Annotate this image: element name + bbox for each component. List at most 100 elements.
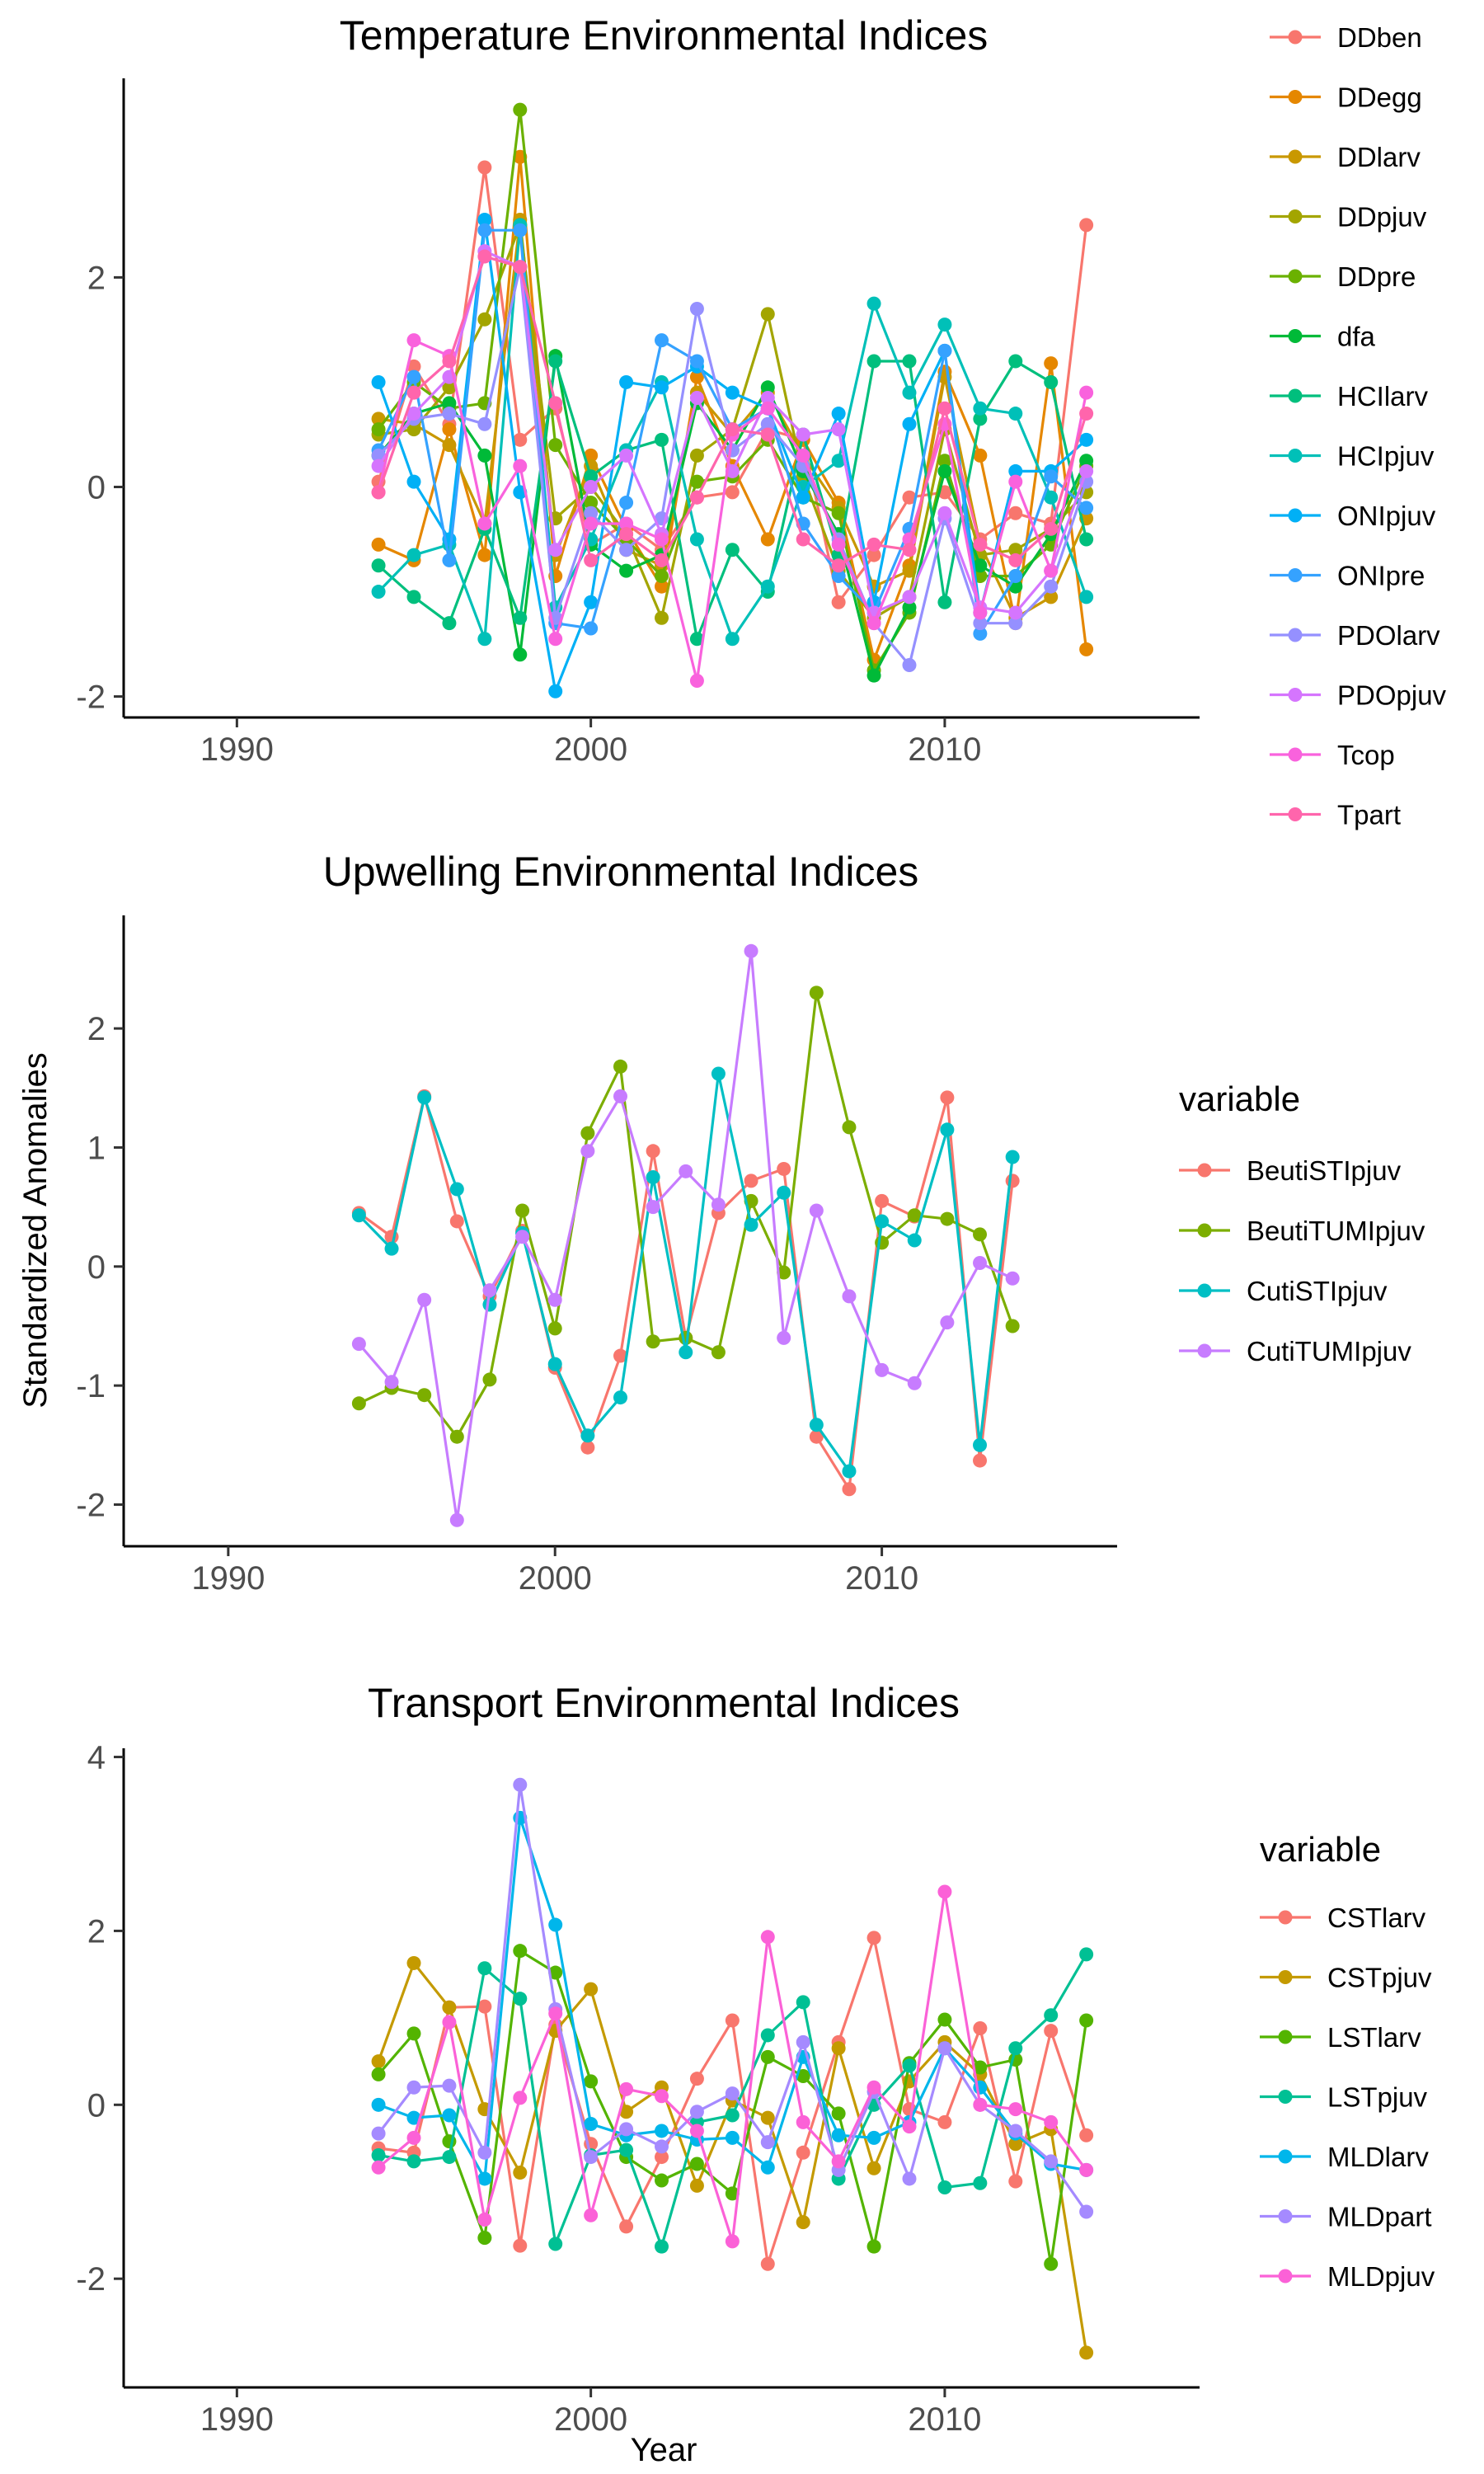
data-point-hcilarv (937, 595, 952, 609)
data-point-cutistipjuv (646, 1170, 660, 1185)
transport-y-tick-label: 0 (87, 2087, 106, 2124)
legend-label-ddben: DDben (1337, 22, 1422, 53)
shared-x-axis-title: Year (631, 2432, 697, 2468)
data-point-dfa (619, 563, 634, 578)
legend-label-ddlarv: DDlarv (1337, 142, 1421, 172)
data-point-pdopjuv (584, 479, 599, 494)
data-point-dfa (442, 396, 457, 411)
data-point-ddben (902, 490, 917, 505)
data-point-onipre (689, 354, 704, 369)
data-point-ddben (477, 160, 492, 175)
transport-y-tick-label: 2 (87, 1913, 106, 1950)
data-point-cutitumipjuv (1005, 1271, 1020, 1286)
data-point-ddpjuv (760, 307, 775, 322)
data-point-onipre (584, 621, 599, 636)
series-line-cutistipjuv (358, 1072, 1014, 1473)
data-point-mldpart (655, 2139, 669, 2154)
data-point-hcilarv (725, 543, 740, 557)
data-point-lstpjuv (371, 2147, 386, 2162)
data-point-pdolarv (477, 416, 492, 431)
data-point-mldpjuv (619, 2081, 634, 2096)
data-point-ddben (1079, 218, 1094, 233)
data-point-mldpjuv (371, 2160, 386, 2175)
temperature-panel-title: Temperature Environmental Indices (340, 12, 989, 59)
data-point-hcipjuv (689, 532, 704, 547)
data-point-tpart (1079, 407, 1094, 421)
data-point-tcop (831, 537, 846, 552)
data-point-cutitumipjuv (417, 1292, 432, 1307)
data-point-tpart (442, 354, 457, 369)
data-point-beutitumipjuv (646, 1334, 660, 1349)
transport-panel: Transport Environmental Indices variable… (76, 1680, 1435, 2438)
data-point-lstpjuv (760, 2028, 775, 2043)
data-point-onipjuv (406, 474, 421, 489)
data-point-lstlarv (513, 1944, 528, 1959)
data-point-onipjuv (548, 684, 563, 698)
data-point-beutistipjuv (940, 1090, 955, 1105)
data-point-ddpre (831, 506, 846, 520)
data-point-pdolarv (1044, 579, 1059, 594)
temperature-panel: Temperature Environmental Indices -2 0 2 19… (76, 12, 1446, 830)
data-point-cutistipjuv (744, 1217, 758, 1232)
data-point-hcilarv (548, 354, 563, 369)
data-point-mldlarv (406, 2110, 421, 2125)
data-point-mldpart (725, 2086, 740, 2101)
data-point-mldpart (937, 2041, 952, 2056)
data-point-mldpjuv (937, 1884, 952, 1899)
data-point-cutitumipjuv (679, 1164, 693, 1178)
data-point-pdopjuv (548, 543, 563, 557)
data-point-cstlarv (796, 2145, 810, 2160)
data-point-mldpjuv (902, 2119, 917, 2134)
data-point-lstpjuv (973, 2175, 988, 2190)
data-point-ddben (725, 485, 740, 500)
data-point-beutistipjuv (613, 1348, 627, 1363)
data-point-onipre (1044, 469, 1059, 484)
data-point-mldpjuv (973, 2097, 988, 2112)
data-point-ddpre (548, 438, 563, 453)
data-point-onipre (937, 343, 952, 358)
data-point-beutistipjuv (973, 1453, 988, 1468)
data-point-dfa (1079, 454, 1094, 468)
data-point-mldpjuv (831, 2154, 846, 2169)
data-point-cstlarv (937, 2114, 952, 2129)
data-point-beutitumipjuv (580, 1126, 595, 1141)
data-point-ddpre (655, 568, 669, 583)
data-point-ddegg (689, 369, 704, 384)
data-point-ddlarv (371, 412, 386, 426)
legend-key-point-pdopjuv (1288, 688, 1303, 702)
data-point-cutistipjuv (417, 1090, 432, 1105)
temperature-y-tick-label: -2 (76, 680, 106, 716)
data-point-cutistipjuv (940, 1122, 955, 1137)
data-point-lstpjuv (1079, 1947, 1094, 1962)
data-point-pdolarv (725, 443, 740, 458)
data-point-mldpart (1008, 2124, 1023, 2138)
data-point-lstpjuv (548, 2236, 563, 2251)
data-point-cutitumipjuv (744, 943, 758, 958)
data-point-hcipjuv (866, 296, 881, 311)
data-point-beutitumipjuv (907, 1208, 922, 1223)
data-point-hcilarv (442, 616, 457, 631)
data-point-mldpjuv (796, 2114, 810, 2129)
upwelling-x-tick-label: 2010 (845, 1560, 918, 1597)
data-point-lstpjuv (1008, 2041, 1023, 2056)
legend-key-point-tcop (1288, 747, 1303, 762)
legend-key-point-beutitumipjuv (1197, 1223, 1212, 1238)
data-point-pdolarv (760, 416, 775, 431)
legend-key-point-pdolarv (1288, 628, 1303, 642)
data-point-pdolarv (442, 407, 457, 421)
data-point-lstlarv (655, 2173, 669, 2188)
legend-key-point-mldpjuv (1278, 2269, 1293, 2284)
data-point-cstlarv (1008, 2174, 1023, 2189)
data-point-ddben (866, 548, 881, 562)
data-point-mldlarv (831, 2128, 846, 2142)
data-point-tcop (689, 674, 704, 689)
data-point-onipjuv (831, 407, 846, 421)
data-point-pdopjuv (831, 422, 846, 437)
legend-key-point-ddben (1288, 30, 1303, 45)
data-point-lstpjuv (442, 2150, 457, 2165)
data-point-hcilarv (689, 632, 704, 647)
data-point-lstlarv (1044, 2256, 1059, 2271)
data-point-mldpjuv (689, 2124, 704, 2138)
data-point-tcop (655, 532, 669, 547)
data-point-hcipjuv (1044, 490, 1059, 505)
